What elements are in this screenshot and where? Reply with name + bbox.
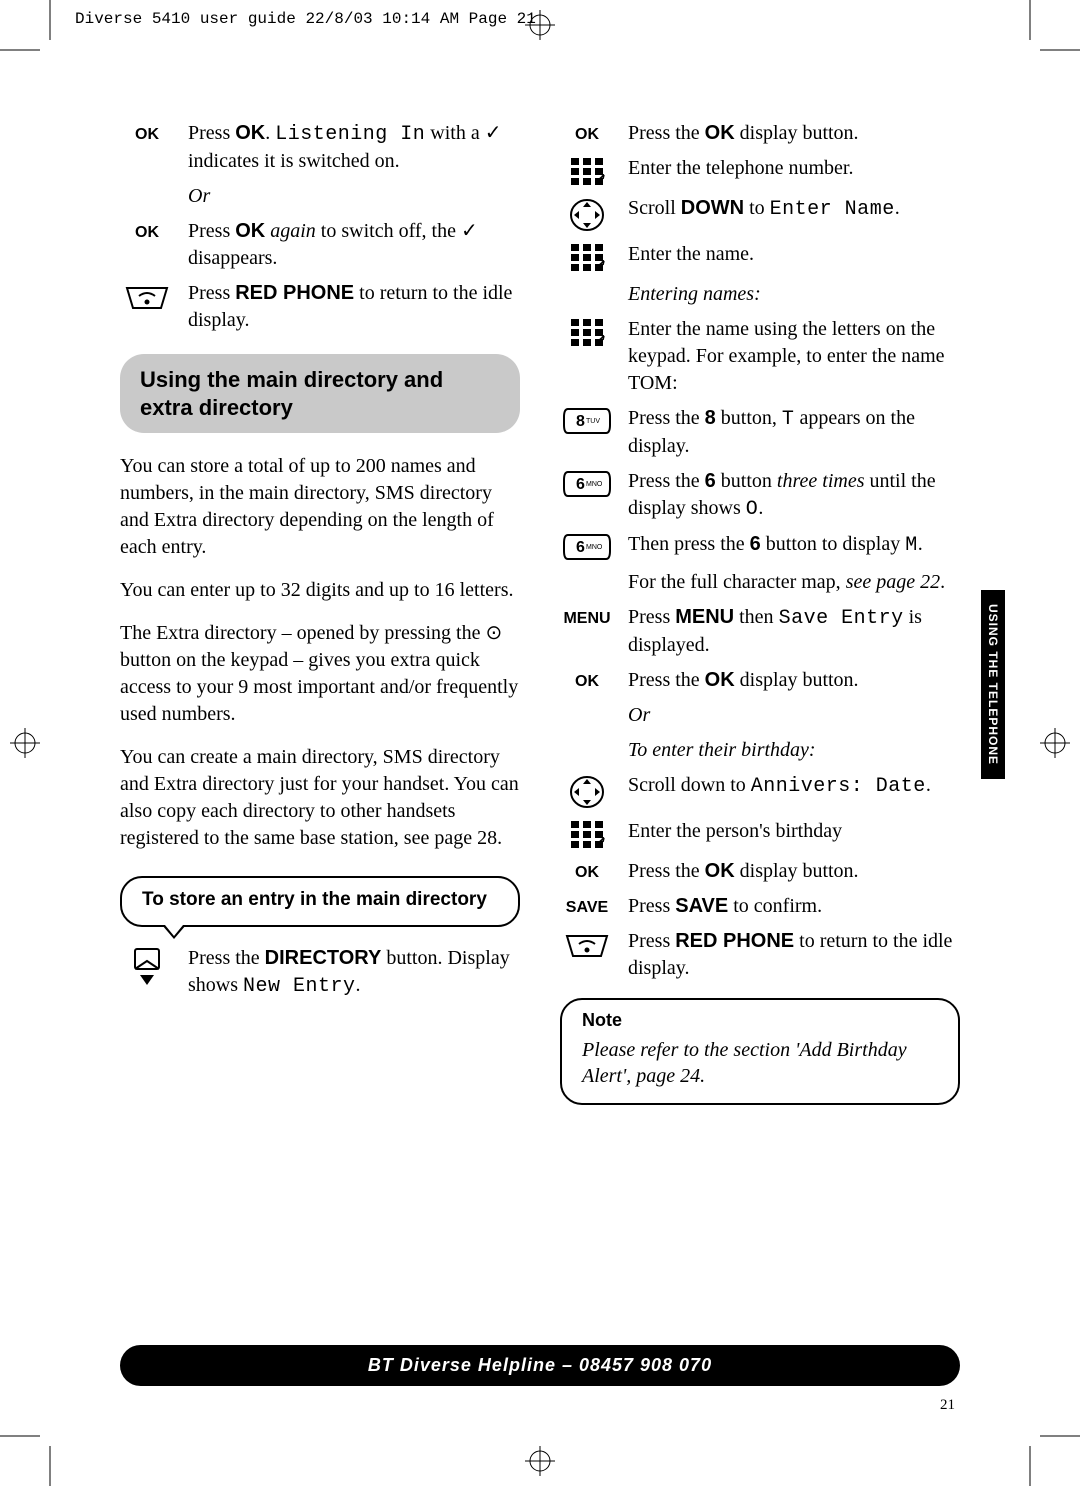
step-text: Press the 8 button, T appears on the dis… (628, 405, 960, 460)
step-text: Then press the 6 button to display M. (628, 531, 960, 559)
step-icon (560, 241, 614, 273)
step-icon (560, 928, 614, 960)
step-icon (560, 818, 614, 850)
step-icon: MENU (560, 604, 614, 628)
step-text: Press MENU then Save Entry is displayed. (628, 604, 960, 659)
step-text: For the full character map, see page 22. (628, 569, 960, 596)
section-header: Using the main directory and extra direc… (120, 354, 520, 433)
step-text: Entering names: (628, 281, 960, 308)
crop-mark (0, 1416, 70, 1486)
step-icon: SAVE (560, 893, 614, 917)
registration-mark-left (10, 728, 40, 758)
body-paragraph: You can create a main directory, SMS dir… (120, 744, 520, 852)
step-icon: OK (120, 218, 174, 242)
svg-text:MNO: MNO (586, 481, 603, 488)
step-icon: OK (560, 858, 614, 882)
registration-mark-bottom (525, 1446, 555, 1476)
svg-text:MNO: MNO (586, 544, 603, 551)
step-icon: 8TUV (560, 405, 614, 435)
step-icon: 6MNO (560, 468, 614, 498)
crop-mark (1010, 1416, 1080, 1486)
print-header: Diverse 5410 user guide 22/8/03 10:14 AM… (75, 10, 536, 28)
step-text: Or (188, 183, 520, 210)
crop-mark (1010, 0, 1080, 70)
step-icon (120, 280, 174, 312)
step-text: Scroll down to Annivers: Date. (628, 772, 960, 800)
note-body: Please refer to the section 'Add Birthda… (582, 1037, 938, 1089)
section-tab: USING THE TELEPHONE (981, 590, 1005, 779)
page-number: 21 (940, 1397, 955, 1414)
step-icon: OK (560, 667, 614, 691)
step-text: Press RED PHONE to return to the idle di… (628, 928, 960, 982)
step-icon (560, 195, 614, 233)
footer-helpline: BT Diverse Helpline – 08457 908 070 (120, 1345, 960, 1386)
crop-mark (0, 0, 70, 70)
step-text: Enter the name. (628, 241, 960, 268)
step-text: Enter the person's birthday (628, 818, 960, 845)
step-icon (560, 316, 614, 348)
svg-text:8: 8 (576, 413, 585, 430)
step-text: Press the OK display button. (628, 858, 960, 885)
step-icon: OK (560, 120, 614, 144)
step-text: Press the DIRECTORY button. Display show… (188, 945, 520, 1000)
svg-text:TUV: TUV (586, 418, 600, 425)
body-paragraph: The Extra directory – opened by pressing… (120, 620, 520, 728)
directory-icon (120, 945, 174, 985)
callout-box: To store an entry in the main directory (120, 876, 520, 927)
note-box: Note Please refer to the section 'Add Bi… (560, 998, 960, 1105)
step-icon: OK (120, 120, 174, 144)
step-text: Scroll DOWN to Enter Name. (628, 195, 960, 223)
step-text: Or (628, 702, 960, 729)
left-column: OK Press OK. Listening In with a ✓ indica… (120, 120, 520, 1366)
step-text: Press the OK display button. (628, 667, 960, 694)
body-paragraph: You can store a total of up to 200 names… (120, 453, 520, 561)
step-text: To enter their birthday: (628, 737, 960, 764)
step-icon (560, 155, 614, 187)
svg-text:6: 6 (576, 476, 585, 493)
page-content: OK Press OK. Listening In with a ✓ indica… (120, 120, 960, 1366)
step-icon: 6MNO (560, 531, 614, 561)
step-text: Press SAVE to confirm. (628, 893, 960, 920)
step-text: Press the OK display button. (628, 120, 960, 147)
registration-mark-top (525, 10, 555, 40)
step-text: Press RED PHONE to return to the idle di… (188, 280, 520, 334)
right-column: OK Press the OK display button. Enter the … (560, 120, 960, 1366)
step-text: Enter the telephone number. (628, 155, 960, 182)
step-text: Press OK again to switch off, the ✓ disa… (188, 218, 520, 272)
body-paragraph: You can enter up to 32 digits and up to … (120, 577, 520, 604)
step-icon (560, 772, 614, 810)
note-title: Note (582, 1010, 938, 1031)
step-text: Press the 6 button three times until the… (628, 468, 960, 523)
step-text: Press OK. Listening In with a ✓ indicate… (188, 120, 520, 175)
step-text: Enter the name using the letters on the … (628, 316, 960, 397)
registration-mark-right (1040, 728, 1070, 758)
svg-text:6: 6 (576, 539, 585, 556)
